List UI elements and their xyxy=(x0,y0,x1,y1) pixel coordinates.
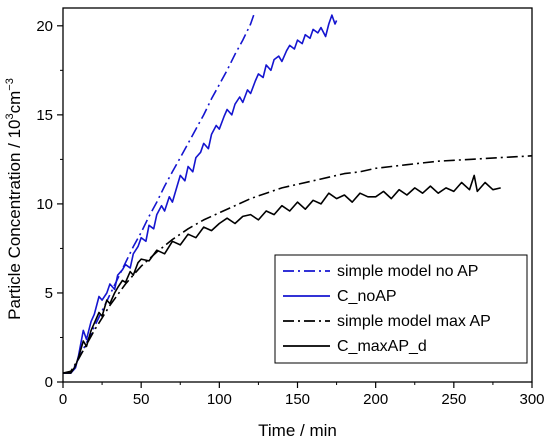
x-axis-title: Time / min xyxy=(258,421,337,440)
y-axis-title-sup2: −3 xyxy=(4,78,16,91)
legend-label-c-noap: C_noAP xyxy=(337,288,397,305)
x-tick-label-0: 0 xyxy=(59,391,67,408)
y-tick-label-10: 10 xyxy=(36,196,53,213)
x-tick-label-250: 250 xyxy=(441,391,466,408)
x-tick-label-100: 100 xyxy=(207,391,232,408)
x-tick-label-200: 200 xyxy=(363,391,388,408)
y-axis-title: Particle Concentration / 103cm−3 xyxy=(4,78,24,320)
series-line-c-maxap-d xyxy=(63,174,501,374)
x-tick-label-300: 300 xyxy=(519,391,544,408)
plot-lines xyxy=(63,14,532,374)
axis-ticks xyxy=(57,25,533,388)
y-axis-title-main: Particle Concentration / 10 xyxy=(5,120,24,320)
legend-label-simple-model-no-ap: simple model no AP xyxy=(337,263,478,280)
series-line-c-noap xyxy=(63,14,338,374)
axis-tick-labels: 0 50 100 150 200 250 300 0 5 10 15 20 xyxy=(36,18,544,408)
legend-label-simple-model-max-ap: simple model max AP xyxy=(337,313,491,330)
y-tick-label-0: 0 xyxy=(45,374,53,391)
y-tick-label-15: 15 xyxy=(36,107,53,124)
x-tick-label-150: 150 xyxy=(285,391,310,408)
y-axis-title-sup1: 3 xyxy=(4,113,16,119)
x-tick-label-50: 50 xyxy=(133,391,150,408)
y-axis-title-unit: cm xyxy=(5,91,24,114)
legend-label-c-maxap-d: C_maxAP_d xyxy=(337,338,427,355)
y-tick-label-20: 20 xyxy=(36,18,53,35)
series-line-simple-model-no-ap xyxy=(63,14,255,374)
legend-box xyxy=(274,254,528,364)
y-tick-label-5: 5 xyxy=(45,285,53,302)
